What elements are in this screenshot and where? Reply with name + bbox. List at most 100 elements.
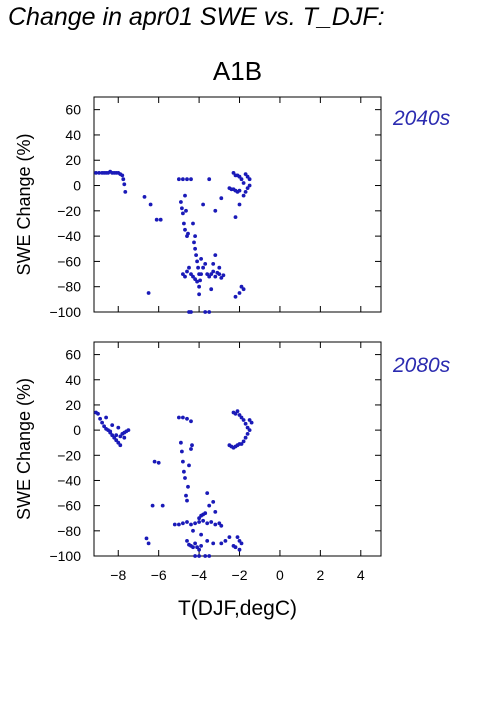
x-tick-label: −6 bbox=[151, 567, 167, 583]
data-point bbox=[102, 424, 106, 429]
data-point bbox=[207, 503, 212, 508]
data-point bbox=[184, 208, 188, 213]
data-point bbox=[207, 554, 212, 558]
data-point bbox=[245, 186, 250, 191]
y-tick-label: 0 bbox=[73, 178, 81, 194]
x-tick-label: 4 bbox=[357, 567, 365, 583]
data-point bbox=[97, 171, 101, 175]
x-tick-label: 2 bbox=[316, 567, 324, 583]
data-point bbox=[110, 423, 115, 427]
data-point bbox=[237, 188, 242, 193]
data-point bbox=[217, 265, 222, 270]
data-point bbox=[243, 172, 248, 177]
data-point bbox=[197, 284, 202, 289]
data-point bbox=[197, 520, 202, 524]
data-point bbox=[177, 415, 181, 420]
y-tick-label: 60 bbox=[65, 102, 81, 118]
data-point bbox=[241, 181, 246, 185]
data-point bbox=[209, 272, 214, 276]
data-point bbox=[213, 208, 218, 213]
data-point bbox=[185, 269, 189, 274]
data-point bbox=[180, 449, 184, 454]
page-title: Change in apr01 SWE vs. T_DJF: bbox=[8, 3, 385, 31]
data-point bbox=[144, 536, 149, 541]
data-point bbox=[211, 269, 216, 274]
data-point bbox=[181, 211, 185, 216]
data-point bbox=[181, 272, 185, 276]
data-point bbox=[186, 231, 190, 236]
data-point bbox=[219, 276, 224, 280]
data-point bbox=[185, 539, 189, 543]
y-tick-label: −20 bbox=[57, 203, 81, 219]
data-point bbox=[96, 411, 100, 416]
data-point bbox=[207, 177, 212, 182]
data-point bbox=[193, 554, 198, 558]
data-point bbox=[237, 547, 242, 552]
data-point bbox=[146, 541, 151, 546]
data-point bbox=[121, 177, 126, 182]
y-axis-label: SWE Change (%) bbox=[14, 378, 34, 520]
data-point bbox=[190, 443, 194, 448]
data-point bbox=[120, 173, 125, 178]
data-point bbox=[177, 177, 181, 182]
data-point bbox=[247, 418, 252, 422]
data-point bbox=[182, 469, 186, 474]
y-tick-label: 20 bbox=[65, 397, 81, 413]
data-point bbox=[239, 541, 244, 546]
data-point bbox=[180, 206, 184, 211]
data-point bbox=[122, 182, 127, 187]
data-point bbox=[205, 539, 210, 543]
data-point bbox=[122, 435, 127, 440]
data-point bbox=[154, 217, 159, 222]
data-point bbox=[181, 521, 185, 526]
data-point bbox=[197, 547, 202, 552]
y-tick-label: −40 bbox=[57, 472, 81, 488]
y-tick-label: −20 bbox=[57, 447, 81, 463]
data-point bbox=[199, 272, 204, 276]
data-point bbox=[239, 284, 244, 289]
data-point bbox=[227, 535, 232, 539]
data-point bbox=[243, 421, 248, 426]
data-point bbox=[243, 435, 248, 440]
data-point bbox=[199, 257, 204, 261]
data-point bbox=[183, 476, 187, 480]
data-point bbox=[104, 415, 108, 420]
x-tick-label: −4 bbox=[191, 567, 207, 583]
data-point bbox=[237, 291, 242, 295]
data-point bbox=[201, 202, 206, 207]
x-axis-label: T(DJF,degC) bbox=[178, 597, 297, 620]
data-point bbox=[203, 554, 208, 558]
data-point bbox=[187, 463, 191, 468]
data-point bbox=[219, 541, 224, 546]
y-tick-label: 40 bbox=[65, 372, 81, 388]
data-point bbox=[185, 498, 189, 503]
data-point bbox=[118, 443, 123, 448]
data-point bbox=[198, 278, 203, 283]
data-point bbox=[197, 554, 202, 558]
data-point bbox=[209, 287, 214, 292]
data-point bbox=[195, 279, 200, 284]
data-point bbox=[213, 522, 218, 527]
data-point bbox=[152, 459, 157, 464]
data-point bbox=[160, 503, 165, 508]
data-point bbox=[233, 545, 238, 550]
data-point bbox=[191, 274, 195, 279]
data-point bbox=[221, 273, 226, 278]
y-axis-label: SWE Change (%) bbox=[14, 133, 34, 275]
plot-frame bbox=[93, 96, 382, 313]
data-point bbox=[203, 310, 208, 314]
data-point bbox=[193, 234, 198, 239]
data-point bbox=[123, 190, 128, 194]
data-point bbox=[158, 217, 163, 222]
data-point bbox=[199, 532, 204, 537]
data-point bbox=[185, 520, 189, 524]
data-point bbox=[114, 433, 119, 438]
data-point bbox=[185, 416, 189, 421]
data-point bbox=[205, 521, 210, 526]
data-point bbox=[209, 520, 214, 524]
data-point bbox=[179, 440, 183, 445]
data-point bbox=[142, 195, 147, 199]
data-point bbox=[201, 265, 206, 270]
data-point bbox=[194, 253, 199, 257]
data-point bbox=[245, 432, 250, 436]
